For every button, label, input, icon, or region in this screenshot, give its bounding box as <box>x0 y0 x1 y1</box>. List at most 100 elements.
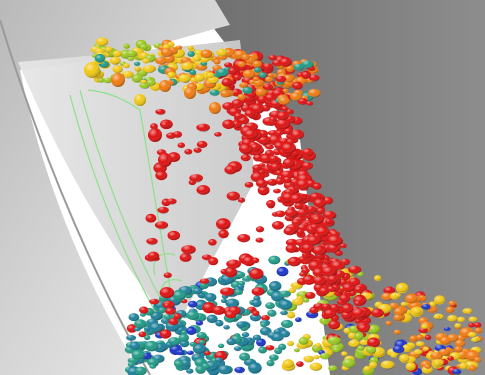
particle-shade <box>189 173 203 183</box>
particle-shade <box>147 251 160 260</box>
particle-shade <box>415 340 425 348</box>
particle-shade <box>325 218 333 224</box>
particle-shade <box>357 323 370 333</box>
particle-shade <box>181 244 196 255</box>
particle-shade <box>242 256 256 266</box>
particle-shade <box>160 121 170 128</box>
particle-shade <box>149 364 156 370</box>
particle-shade <box>167 231 181 240</box>
particle-shade <box>268 54 278 61</box>
particle-shade <box>186 368 194 374</box>
particle-shade <box>221 78 233 87</box>
particle-shade <box>298 337 309 345</box>
particle-shade <box>296 179 310 190</box>
particle-shade <box>192 287 203 295</box>
particle-shade <box>252 257 260 263</box>
particle-shade <box>434 296 445 304</box>
particle-shade <box>279 300 293 310</box>
particle-shade <box>226 338 237 346</box>
particle-shade <box>208 239 217 246</box>
particle-shade <box>135 366 147 375</box>
particle-shade <box>278 289 291 299</box>
particle-shade <box>146 237 158 246</box>
particle-shade <box>283 226 296 236</box>
particle-shade <box>218 343 225 349</box>
particle-shade <box>144 341 159 351</box>
particle-shade <box>240 81 249 88</box>
particle-shade <box>290 130 305 140</box>
particle-shade <box>468 365 477 371</box>
particle-shade <box>315 226 330 237</box>
particle-shade <box>184 148 193 155</box>
particle-shade <box>385 320 393 326</box>
particle-shade <box>199 277 210 285</box>
particle-shade <box>321 303 332 311</box>
particle-shade <box>304 291 316 300</box>
particle-shade <box>193 147 202 153</box>
particle-shade <box>122 70 134 79</box>
particle-shade <box>252 76 260 81</box>
particle-shade <box>177 349 185 355</box>
particle-shade <box>351 307 367 319</box>
particle-shade <box>206 315 218 323</box>
particle-shade <box>175 45 183 50</box>
particle-shade <box>109 56 121 65</box>
particle-shade <box>266 200 276 207</box>
particle-shade <box>297 208 309 217</box>
particle-shade <box>255 226 265 233</box>
particle-shade <box>128 313 140 321</box>
particle-shade <box>163 313 173 321</box>
particle-shade <box>402 344 413 352</box>
particle-shade <box>474 327 483 334</box>
particle-shade <box>201 363 211 370</box>
particle-shade <box>209 89 220 97</box>
particle-shade <box>399 354 410 363</box>
particle-shade <box>225 310 237 319</box>
particle-shade <box>241 332 250 338</box>
particle-shade <box>260 322 268 328</box>
particle-shade <box>196 122 210 133</box>
particle-shade <box>323 309 337 318</box>
particle-shade <box>421 303 431 310</box>
particle-shade <box>269 116 277 122</box>
particle-shade <box>311 215 324 224</box>
particle-shade <box>367 325 380 334</box>
particle-shade <box>265 344 275 351</box>
particle-shade <box>255 237 264 243</box>
particle-shade <box>154 220 169 230</box>
particle-shade <box>278 96 290 106</box>
particle-shade <box>244 129 258 140</box>
particle-shade <box>365 346 377 354</box>
particle-shade <box>160 48 174 57</box>
particle-shade <box>421 323 429 330</box>
particle-shade <box>244 181 254 188</box>
particle-shade <box>123 63 130 68</box>
particle-shade <box>280 310 288 316</box>
particle-shade <box>235 271 246 279</box>
particle-shade <box>234 112 244 120</box>
particle-shade <box>447 314 458 322</box>
particle-shade <box>354 300 362 307</box>
particle-shade <box>447 356 454 361</box>
particle-shade <box>166 132 176 140</box>
particle-shade <box>158 153 172 167</box>
particle-shade <box>286 65 295 72</box>
particle-shade <box>134 319 147 329</box>
particle-shade <box>281 319 293 329</box>
particle-shade <box>112 50 122 57</box>
particle-shade <box>186 350 194 356</box>
particle-shade <box>282 158 296 168</box>
particle-shade <box>155 171 168 180</box>
particle-shade <box>389 302 399 310</box>
particle-shade <box>192 56 200 62</box>
particle-shade <box>252 60 262 68</box>
particle-shade <box>95 37 109 47</box>
particle-shade <box>144 325 152 331</box>
particle-shade <box>443 326 451 332</box>
particle-shade <box>172 290 186 301</box>
particle-shade <box>206 72 215 78</box>
particle-shade <box>363 366 372 372</box>
particle-shade <box>293 348 300 353</box>
particle-shade <box>220 286 235 297</box>
particle-shade <box>126 49 138 58</box>
